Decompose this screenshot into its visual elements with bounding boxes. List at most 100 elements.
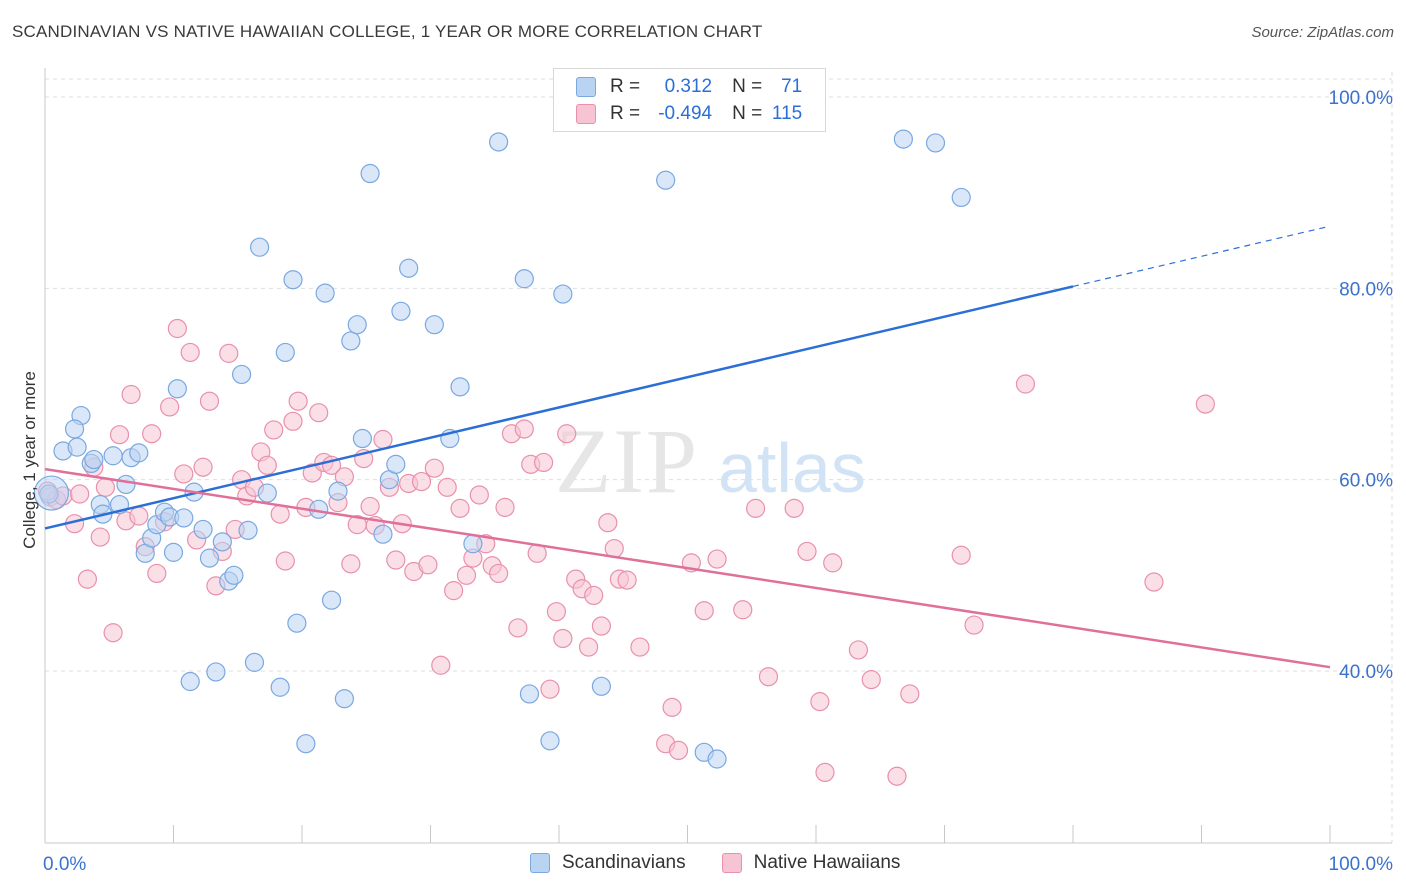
series-legend: Scandinavians Native Hawaiians	[530, 852, 936, 874]
native-hawaiians-point	[546, 602, 567, 622]
native-hawaiians-point	[630, 637, 650, 657]
scandinavians-point	[206, 662, 226, 682]
native-hawaiians-point	[495, 497, 515, 518]
scandinavians-point	[129, 443, 149, 463]
scandinavians-point	[334, 689, 355, 709]
native-hawaiians-point	[469, 485, 489, 505]
native-hawaiians-point	[199, 391, 220, 411]
scandinavians-point	[287, 613, 307, 633]
x-tick-label: 0.0%	[43, 854, 86, 875]
native-hawaiians-point	[707, 549, 727, 569]
scandinavians-point	[232, 364, 252, 385]
legend-r-label: R =	[610, 76, 641, 97]
native-hawaiians-point	[288, 391, 308, 411]
native-hawaiians-trend-line	[44, 467, 1331, 669]
native-hawaiians-point	[147, 563, 167, 584]
legend-n-value: 115	[771, 103, 803, 124]
scandinavians-point	[193, 519, 213, 540]
native-hawaiians-point	[951, 545, 971, 565]
scandinavians-point	[257, 483, 277, 503]
scandinavians-point	[951, 187, 971, 208]
scandinavians-point	[489, 132, 509, 152]
legend-r-label: R =	[610, 103, 641, 124]
native-hawaiians-point	[591, 616, 612, 636]
legend-r-value: 0.312	[664, 76, 713, 97]
native-hawaiians-point	[450, 498, 470, 518]
scandinavians-point	[116, 474, 136, 495]
native-hawaiians-point	[540, 679, 560, 699]
native-hawaiians-point	[283, 411, 303, 431]
native-hawaiians-point	[309, 403, 329, 423]
native-hawaiians-point	[694, 601, 714, 621]
legend-n-value: 71	[781, 76, 803, 97]
native-hawaiians-point	[557, 424, 577, 444]
scandinavians-point	[925, 133, 946, 153]
watermark: ZIP atlas	[555, 410, 866, 512]
native-hawaiians-point	[270, 504, 290, 524]
y-tick-label: 80.0%	[1339, 279, 1393, 300]
scandinavians-point	[199, 548, 220, 568]
legend-swatch-pink	[721, 853, 742, 873]
native-hawaiians-point	[174, 464, 194, 484]
y-tick-label: 60.0%	[1339, 471, 1393, 492]
legend-label: Native Hawaiians	[753, 852, 901, 873]
native-hawaiians-point	[733, 600, 753, 620]
scandinavians-point	[656, 170, 676, 190]
scandinavians-point	[64, 419, 85, 439]
y-tick-label: 100.0%	[1329, 88, 1394, 109]
y-axis-label: College, 1 year or more	[20, 371, 39, 549]
native-hawaiians-point	[129, 506, 149, 526]
native-hawaiians-point	[584, 585, 604, 606]
native-hawaiians-point	[160, 397, 180, 417]
scandinavians-point	[67, 437, 87, 457]
native-hawaiians-point	[746, 498, 766, 518]
native-hawaiians-point	[553, 628, 573, 649]
scandinavians-point	[514, 269, 534, 289]
native-hawaiians-point	[341, 554, 361, 574]
scandinavians-point	[893, 129, 913, 149]
scandinavians-point	[399, 258, 419, 278]
native-hawaiians-point	[578, 637, 599, 657]
native-hawaiians-point	[275, 551, 295, 571]
legend-swatch-blue	[576, 77, 596, 97]
native-hawaiians-point	[109, 425, 130, 445]
native-hawaiians-point	[437, 477, 457, 497]
scandinavians-point	[244, 652, 265, 672]
scandinavians-point	[519, 684, 540, 704]
legend-item-scandinavians: Scandinavians	[530, 852, 686, 874]
scandinavians-point	[84, 449, 104, 470]
native-hawaiians-point	[257, 455, 277, 475]
legend-row-scandinavians: R = 0.312 N = 71	[576, 75, 802, 99]
native-hawaiians-point	[887, 766, 907, 786]
native-hawaiians-point	[373, 429, 393, 450]
native-hawaiians-point	[810, 692, 830, 712]
scandinavians-point	[224, 565, 244, 585]
native-hawaiians-point	[1015, 374, 1036, 394]
scandinavians-point	[352, 428, 372, 449]
native-hawaiians-point	[411, 471, 432, 492]
scandinavians-point	[163, 542, 184, 562]
native-hawaiians-point	[90, 527, 110, 547]
scandinavians-point	[321, 590, 342, 610]
native-hawaiians-point	[70, 484, 90, 504]
scandinavians-point	[180, 671, 200, 692]
scandinavians-point	[238, 520, 258, 540]
native-hawaiians-point	[424, 458, 444, 478]
svg-text:atlas: atlas	[718, 429, 866, 507]
scandinavians-point	[167, 379, 187, 399]
scandinavians-trend-extension	[1072, 225, 1331, 288]
native-hawaiians-point	[95, 477, 115, 497]
scandinavians-point	[591, 676, 612, 696]
native-hawaiians-point	[668, 740, 689, 761]
scandinavians-point	[373, 524, 393, 544]
native-hawaiians-point	[264, 420, 284, 440]
scandinavians-point	[424, 315, 444, 335]
scandinavians-point	[315, 283, 335, 303]
native-hawaiians-point	[103, 623, 123, 643]
native-hawaiians-point	[758, 667, 779, 687]
scandinavians-point	[391, 301, 411, 321]
scandinavians-point	[174, 508, 194, 528]
trend-lines	[44, 225, 1331, 669]
scandinavians-point	[347, 315, 367, 335]
native-hawaiians-point	[848, 640, 869, 660]
